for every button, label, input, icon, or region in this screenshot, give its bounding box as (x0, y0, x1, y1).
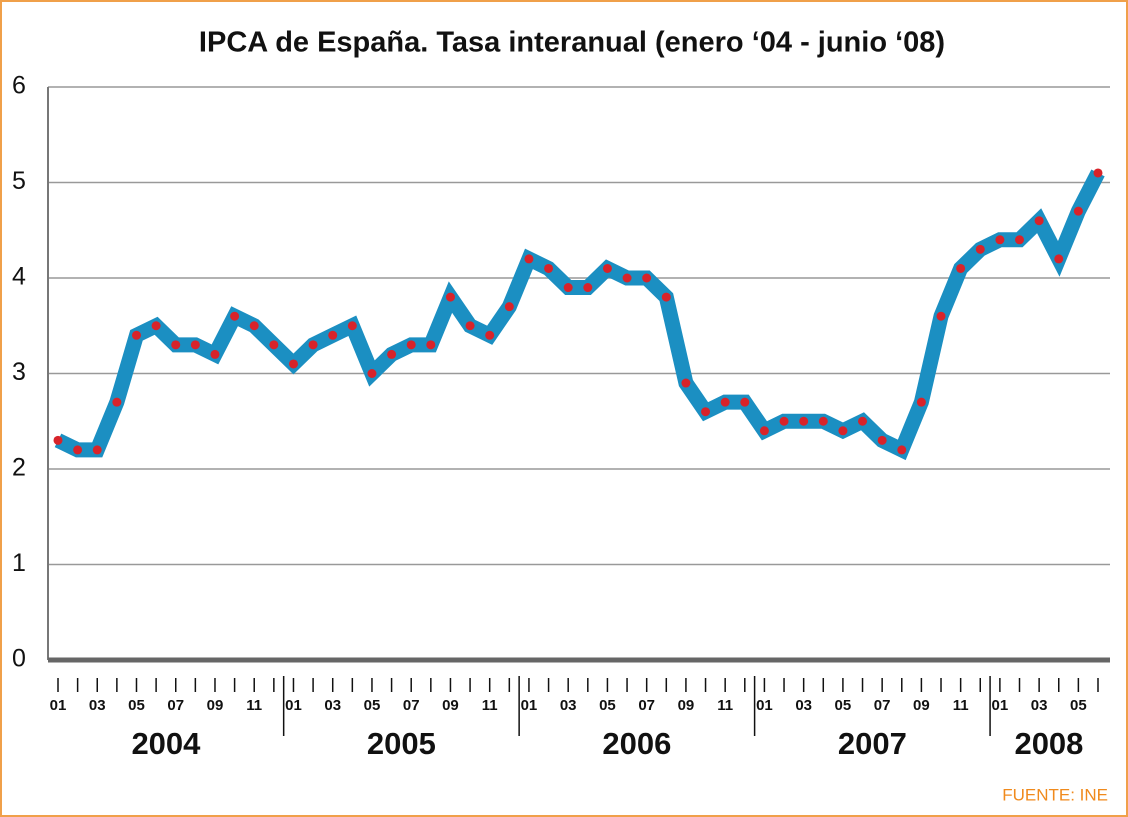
data-point (269, 340, 279, 350)
data-point (73, 445, 83, 455)
year-label: 2006 (602, 726, 671, 761)
x-tick-label: 07 (167, 697, 184, 714)
data-point (779, 416, 789, 426)
x-tick-label: 05 (599, 697, 616, 714)
x-tick-label: 03 (1031, 697, 1048, 714)
data-point (995, 235, 1005, 245)
data-point (426, 340, 436, 350)
data-point (406, 340, 416, 350)
x-tick-label: 09 (442, 697, 459, 714)
data-point (465, 321, 475, 331)
x-tick-label: 03 (560, 697, 577, 714)
y-tick-label: 6 (12, 72, 26, 100)
data-point (661, 292, 671, 302)
x-tick-label: 09 (913, 697, 930, 714)
data-point (347, 321, 357, 331)
x-tick-label: 09 (207, 697, 224, 714)
data-point (249, 321, 259, 331)
y-tick-label: 4 (12, 263, 26, 291)
x-tick-label: 01 (756, 697, 773, 714)
x-tick-label: 01 (992, 697, 1009, 714)
data-point (504, 302, 514, 312)
data-point (936, 311, 946, 321)
x-tick-label: 09 (678, 697, 695, 714)
x-tick-label: 03 (324, 697, 341, 714)
data-point (622, 273, 632, 283)
x-tick-label: 11 (953, 697, 969, 714)
y-tick-label: 1 (12, 549, 26, 577)
data-point (1073, 206, 1083, 216)
data-point (799, 416, 809, 426)
data-point (485, 330, 495, 340)
year-label: 2004 (131, 726, 201, 761)
data-point (53, 435, 63, 445)
data-point (308, 340, 318, 350)
x-tick-label: 01 (50, 697, 67, 714)
data-point (288, 359, 298, 369)
x-tick-label: 11 (246, 697, 262, 714)
data-point (701, 407, 711, 417)
year-label: 2007 (838, 726, 907, 761)
x-tick-label: 11 (482, 697, 498, 714)
data-point (524, 254, 534, 264)
x-tick-label: 05 (835, 697, 852, 714)
chart-title: IPCA de España. Tasa interanual (enero ‘… (199, 27, 945, 59)
x-tick-label: 01 (285, 697, 302, 714)
x-tick-label: 11 (717, 697, 733, 714)
data-point (583, 283, 593, 293)
data-point (190, 340, 200, 350)
x-tick-label: 03 (795, 697, 812, 714)
year-label: 2008 (1014, 726, 1083, 761)
data-point (1054, 254, 1064, 264)
data-point (818, 416, 828, 426)
y-tick-label: 3 (12, 358, 26, 386)
data-point (642, 273, 652, 283)
x-tick-label: 01 (521, 697, 538, 714)
data-point (563, 283, 573, 293)
year-label: 2005 (367, 726, 436, 761)
x-tick-label: 07 (403, 697, 420, 714)
data-point (1015, 235, 1025, 245)
y-tick-label: 0 (12, 645, 26, 673)
y-tick-label: 5 (12, 167, 26, 195)
data-point (916, 397, 926, 407)
data-point (131, 330, 141, 340)
data-point (387, 349, 397, 359)
series-line (54, 169, 1105, 461)
x-tick-label: 03 (89, 697, 106, 714)
data-point (328, 330, 338, 340)
x-tick-label: 07 (874, 697, 891, 714)
data-point (1093, 168, 1103, 178)
data-point (230, 311, 240, 321)
data-point (151, 321, 161, 331)
data-point (838, 426, 848, 436)
data-point (602, 263, 612, 273)
data-point (759, 426, 769, 436)
data-point (681, 378, 691, 388)
data-point (975, 244, 985, 254)
data-point (210, 349, 220, 359)
data-point (171, 340, 181, 350)
data-point (445, 292, 455, 302)
data-point (1034, 216, 1044, 226)
data-point (956, 263, 966, 273)
data-point (877, 435, 887, 445)
x-tick-label: 07 (638, 697, 655, 714)
data-point (544, 263, 554, 273)
x-tick-label: 05 (364, 697, 381, 714)
data-point (92, 445, 102, 455)
data-point (897, 445, 907, 455)
y-tick-label: 2 (12, 454, 26, 482)
source: FUENTE: INE (1002, 785, 1108, 804)
x-tick-label: 05 (128, 697, 145, 714)
data-point (740, 397, 750, 407)
data-point (720, 397, 730, 407)
x-tick-label: 05 (1070, 697, 1087, 714)
data-point (858, 416, 868, 426)
data-point (367, 369, 377, 378)
data-point (112, 397, 122, 407)
